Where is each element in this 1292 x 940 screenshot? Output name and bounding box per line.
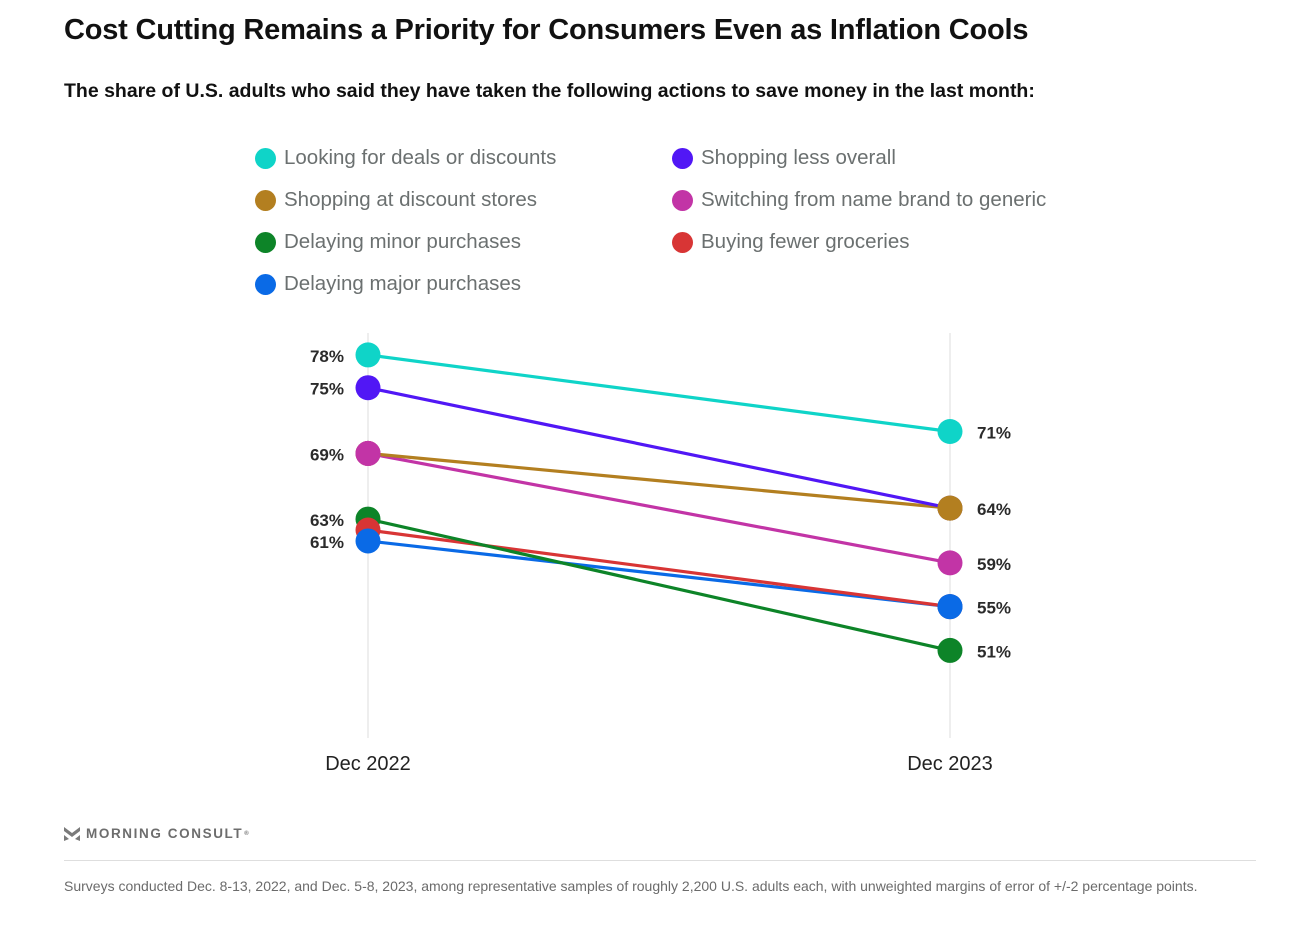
data-label: 61% xyxy=(310,533,344,552)
legend-swatch-icon xyxy=(255,147,276,169)
data-point xyxy=(355,342,381,368)
data-label: 75% xyxy=(310,380,344,399)
legend-item: Shopping at discount stores xyxy=(255,188,537,212)
brand-logo: MORNING CONSULT ® xyxy=(64,826,249,841)
legend-item: Buying fewer groceries xyxy=(672,230,910,254)
series-line xyxy=(366,517,952,653)
data-point xyxy=(355,528,381,554)
legend-swatch-icon xyxy=(255,231,276,253)
legend-swatch-icon xyxy=(255,189,276,211)
legend-item: Delaying minor purchases xyxy=(255,230,521,254)
legend-item: Switching from name brand to generic xyxy=(672,188,1046,212)
brand-name: MORNING CONSULT xyxy=(86,826,244,841)
data-label: 55% xyxy=(977,599,1011,618)
data-label: 64% xyxy=(977,500,1011,519)
data-point xyxy=(937,637,963,663)
legend-label: Delaying major purchases xyxy=(284,272,522,295)
legend-item: Shopping less overall xyxy=(672,146,896,170)
slope-chart: 78%75%69%63%61%71%64%59%55%51% Dec 2022 … xyxy=(310,333,1011,775)
brand-registered-mark: ® xyxy=(244,830,249,837)
series-line xyxy=(366,353,952,434)
legend-label: Switching from name brand to generic xyxy=(701,188,1047,211)
data-point xyxy=(937,550,963,576)
legend-label: Shopping at discount stores xyxy=(284,188,537,211)
footnote: Surveys conducted Dec. 8-13, 2022, and D… xyxy=(64,878,1198,894)
legend-label: Delaying minor purchases xyxy=(284,230,522,253)
legend-swatch-icon xyxy=(672,189,693,211)
chart-title: Cost Cutting Remains a Priority for Cons… xyxy=(64,14,1029,46)
data-label: 63% xyxy=(310,511,344,530)
x-tick-label: Dec 2023 xyxy=(907,753,993,775)
data-point xyxy=(937,495,963,521)
chart-subtitle: The share of U.S. adults who said they h… xyxy=(64,80,1035,102)
legend-label: Looking for deals or discounts xyxy=(284,146,557,169)
data-point xyxy=(355,440,381,466)
data-label: 71% xyxy=(977,424,1011,443)
data-point xyxy=(937,419,963,445)
series-line xyxy=(366,386,952,510)
legend-swatch-icon xyxy=(255,273,276,295)
legend-label: Shopping less overall xyxy=(701,146,896,169)
legend-label: Buying fewer groceries xyxy=(701,230,910,253)
series-line xyxy=(366,528,952,609)
data-point xyxy=(937,594,963,620)
legend-swatch-icon xyxy=(672,231,693,253)
x-tick-label: Dec 2022 xyxy=(325,753,411,775)
series-line xyxy=(366,451,952,565)
series-line xyxy=(366,539,952,609)
data-label: 51% xyxy=(977,642,1011,661)
data-label: 78% xyxy=(310,347,344,366)
morning-consult-logo-icon xyxy=(64,826,80,841)
series-line xyxy=(366,451,952,510)
data-label: 59% xyxy=(977,555,1011,574)
legend-swatch-icon xyxy=(672,147,693,169)
legend: Looking for deals or discounts Shopping … xyxy=(255,140,1115,310)
legend-item: Delaying major purchases xyxy=(255,272,521,296)
data-point xyxy=(355,375,381,401)
legend-item: Looking for deals or discounts xyxy=(255,146,556,170)
data-label: 69% xyxy=(310,445,344,464)
footer-divider xyxy=(64,860,1256,861)
